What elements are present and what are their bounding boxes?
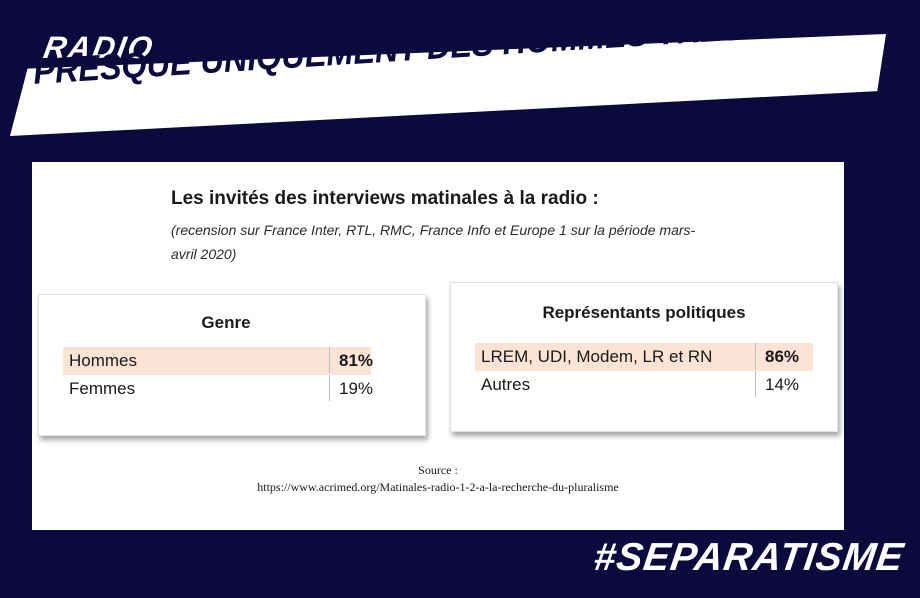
row-label: Autres [481, 375, 531, 394]
column-divider [329, 375, 330, 401]
card-subtitle: (recension sur France Inter, RTL, RMC, F… [171, 222, 696, 262]
genre-table: Genre Hommes 81% Femmes 19% [38, 294, 426, 436]
source-label: Source : [418, 463, 458, 477]
card-title: Les invités des interviews matinales à l… [171, 188, 599, 209]
political-table: Représentants politiques LREM, UDI, Mode… [450, 282, 838, 432]
row-value: 86% [765, 347, 800, 366]
hashtag: #SEPARATISME [591, 536, 907, 579]
row-label: Femmes [69, 379, 136, 398]
row-label: LREM, UDI, Modem, LR et RN [481, 347, 713, 366]
column-divider [755, 371, 756, 397]
row-value: 19% [339, 379, 374, 398]
table-row: LREM, UDI, Modem, LR et RN 86% [475, 343, 813, 371]
row-value: 81% [339, 351, 374, 370]
column-divider [329, 347, 330, 373]
table-row: Femmes 19% [63, 375, 374, 403]
row-value: 14% [765, 375, 800, 394]
source-url: https://www.acrimed.org/Matinales-radio-… [257, 480, 619, 494]
table-row: Hommes 81% [63, 347, 374, 375]
political-heading: Représentants politiques [542, 303, 746, 322]
row-label: Hommes [69, 351, 138, 370]
infographic-card: Les invités des interviews matinales à l… [32, 162, 844, 530]
genre-heading: Genre [201, 313, 251, 332]
source-note: Source : https://www.acrimed.org/Matinal… [32, 462, 844, 496]
column-divider [755, 343, 756, 369]
table-row: Autres 14% [475, 371, 813, 399]
